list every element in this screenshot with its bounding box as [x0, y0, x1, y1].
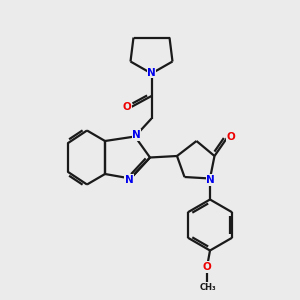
Text: O: O [226, 131, 236, 142]
Text: N: N [147, 68, 156, 78]
Text: CH₃: CH₃ [199, 284, 216, 292]
Text: O: O [122, 102, 131, 112]
Text: O: O [202, 262, 211, 272]
Text: N: N [124, 175, 134, 185]
Text: N: N [206, 175, 215, 185]
Text: N: N [132, 130, 141, 140]
